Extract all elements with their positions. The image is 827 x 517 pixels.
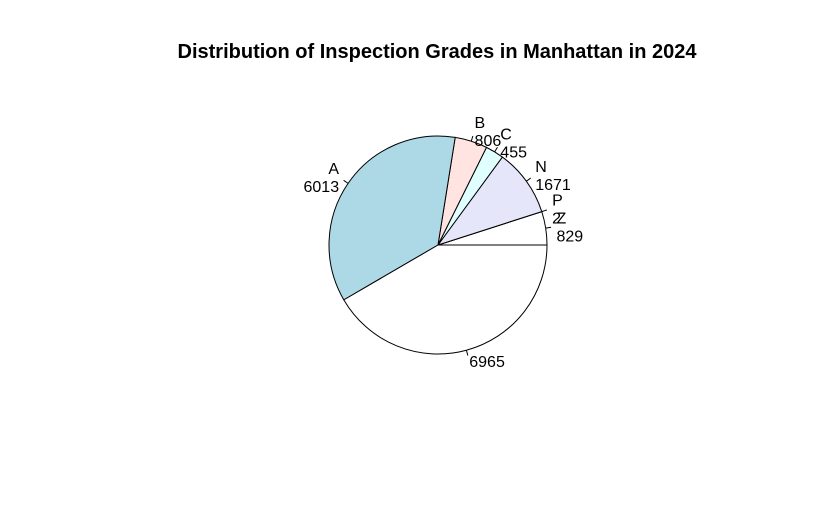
slice-value-4: 806	[475, 133, 502, 150]
slice-value-1: 2	[552, 210, 561, 227]
label-tick-3	[494, 146, 498, 153]
slice-value-5: 6013	[304, 179, 340, 196]
label-tick-1	[541, 209, 548, 213]
label-tick-4	[470, 135, 474, 142]
slice-label-a: A	[328, 161, 339, 178]
label-tick-2	[526, 177, 532, 182]
slice-label-p: P	[552, 192, 563, 209]
label-tick-5	[343, 179, 349, 184]
slice-label-z: Z	[556, 210, 566, 227]
chart-title: Distribution of Inspection Grades in Man…	[178, 41, 698, 63]
pie-slice-no-label-6	[343, 244, 548, 355]
slice-label-b: B	[475, 115, 486, 132]
slice-value-6: 6965	[469, 354, 505, 371]
label-tick-0	[545, 226, 552, 229]
label-tick-6	[465, 350, 469, 356]
slice-label-c: C	[500, 127, 512, 144]
slice-value-2: 1671	[535, 177, 571, 194]
slice-label-n: N	[535, 159, 547, 176]
slice-value-0: 829	[556, 228, 583, 245]
slice-value-3: 455	[500, 145, 527, 162]
pie-slices	[328, 135, 548, 355]
pie-slice-a	[328, 135, 456, 301]
